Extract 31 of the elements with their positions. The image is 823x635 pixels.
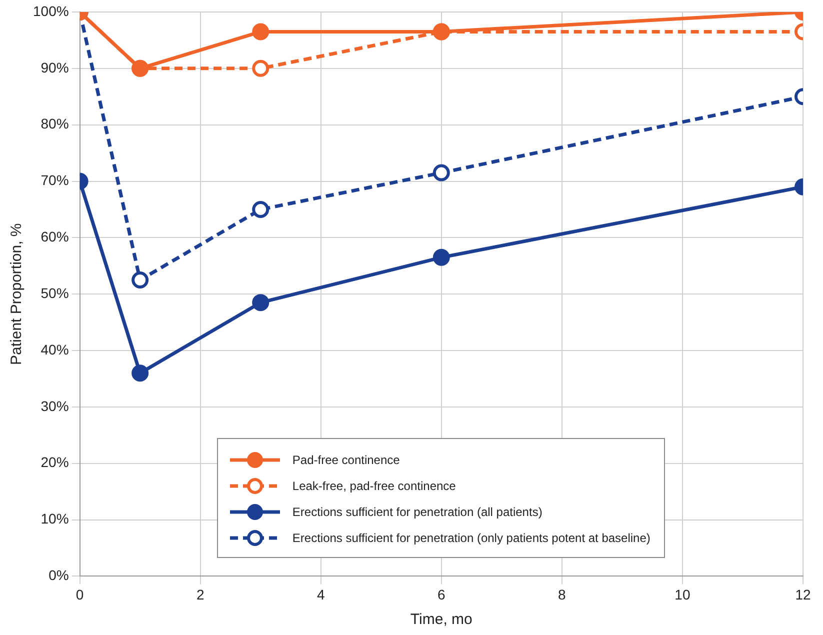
legend-label: Leak-free, pad-free continence — [292, 479, 456, 494]
point — [432, 164, 450, 182]
y-tick-label: 50% — [40, 284, 69, 301]
point — [252, 200, 270, 218]
y-tick-label: 30% — [40, 398, 69, 414]
point — [432, 248, 450, 266]
y-tick-label: 90% — [40, 59, 69, 76]
y-tick-label: 0% — [48, 567, 69, 584]
x-tick-label: 12 — [795, 586, 811, 602]
point — [252, 294, 270, 312]
legend-label: Erections sufficient for penetration (only patients potent at baseline) — [292, 531, 650, 546]
x-tick-label: 4 — [316, 586, 325, 602]
y-tick-label: 20% — [40, 454, 69, 470]
point — [132, 271, 149, 288]
x-tick-label: 6 — [438, 586, 446, 602]
y-tick-label: 70% — [40, 172, 69, 188]
y-tick-label: 100% — [32, 2, 69, 19]
point — [252, 23, 270, 40]
x-axis-title: Time, mo — [410, 611, 472, 628]
legend-label: Pad-free continence — [292, 453, 400, 468]
y-tick-label: 40% — [40, 341, 69, 358]
x-tick-label: 0 — [76, 586, 84, 602]
x-tick-label: 2 — [196, 586, 204, 602]
legend-label: Erections sufficient for penetration (all patients) — [292, 505, 542, 520]
y-tick-label: 10% — [40, 510, 69, 527]
x-tick-label: 10 — [674, 586, 690, 602]
y-tick-label: 80% — [40, 116, 69, 132]
y-tick-label: 60% — [40, 228, 69, 245]
y-axis-title: Patient Proportion, % — [8, 223, 26, 365]
x-tick-label: 8 — [558, 586, 566, 602]
point — [132, 364, 149, 382]
